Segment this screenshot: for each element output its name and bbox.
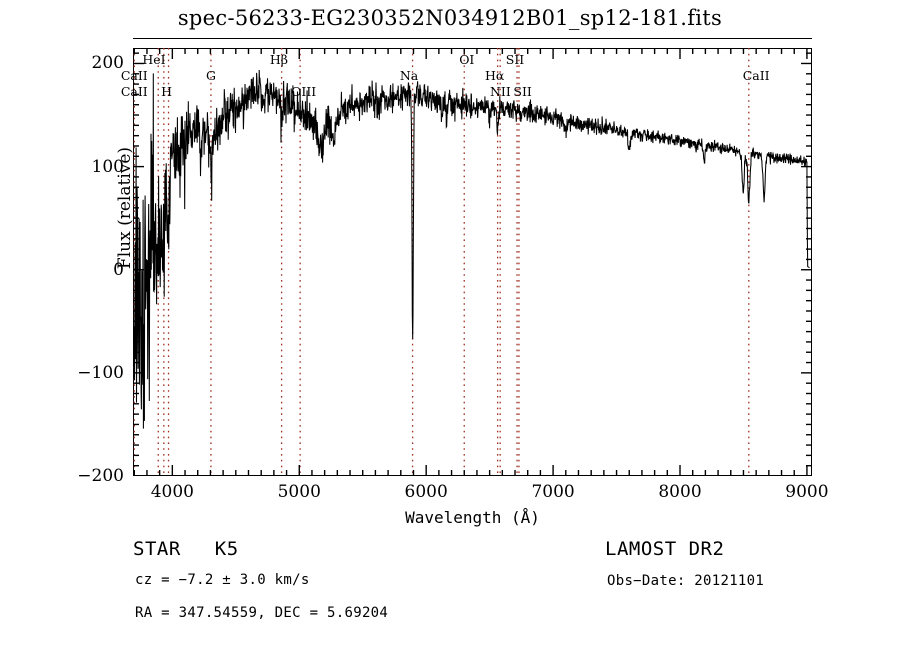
x-tick-8000: 8000 xyxy=(658,482,702,502)
line-label-HeI-2: HeI xyxy=(142,52,166,67)
x-tick-5000: 5000 xyxy=(277,482,321,502)
page-title: spec-56233-EG230352N034912B01_sp12-181.f… xyxy=(177,6,723,30)
line-label-OI-8: OI xyxy=(459,52,475,67)
y-tick--200: −200 xyxy=(77,466,124,486)
line-label-H-3: H xyxy=(161,84,173,99)
object-type-label: STAR K5 xyxy=(133,538,239,560)
line-label-SII-12: SII xyxy=(513,84,532,99)
x-tick-9000: 9000 xyxy=(785,482,829,502)
line-label-G-4: G xyxy=(206,68,217,83)
obs-date-label: Obs−Date: 20121101 xyxy=(607,573,765,589)
redshift-velocity-label: cz = −7.2 ± 3.0 km/s xyxy=(135,572,310,588)
line-label-Na-7: Na xyxy=(399,68,419,83)
y-tick--100: −100 xyxy=(77,362,124,383)
line-label-CaII-1: CaII xyxy=(120,84,148,99)
spectrum-plot-svg xyxy=(133,48,812,476)
line-label-H-9: Hα xyxy=(485,68,505,83)
x-axis-label: Wavelength (Å) xyxy=(405,508,540,527)
x-tick-4000: 4000 xyxy=(150,482,194,502)
line-label-H-5: Hβ xyxy=(269,52,289,67)
x-tick-7000: 7000 xyxy=(531,482,575,502)
plot-frame xyxy=(133,48,812,476)
plot-area: 200 100 0 −100 −200 4000 5000 6000 7000 8000 9000… xyxy=(77,48,829,527)
line-label-NII-10: NII xyxy=(489,84,511,99)
line-label-SII-11: SII xyxy=(505,52,525,67)
line-label-CaII-0: CaII xyxy=(120,68,148,83)
x-tick-6000: 6000 xyxy=(404,482,448,502)
y-tick-100: 100 xyxy=(91,156,124,177)
y-tick-200: 200 xyxy=(91,53,124,74)
y-axis-label: Flux (relative) xyxy=(115,146,135,270)
title-underline xyxy=(133,38,812,39)
coordinates-label: RA = 347.54559, DEC = 5.69204 xyxy=(135,605,389,621)
line-label-OIII-6: OIII xyxy=(291,84,317,99)
survey-label: LAMOST DR2 xyxy=(605,538,725,560)
y-tick-0: 0 xyxy=(113,259,124,280)
line-label-CaII-13: CaII xyxy=(742,68,770,83)
